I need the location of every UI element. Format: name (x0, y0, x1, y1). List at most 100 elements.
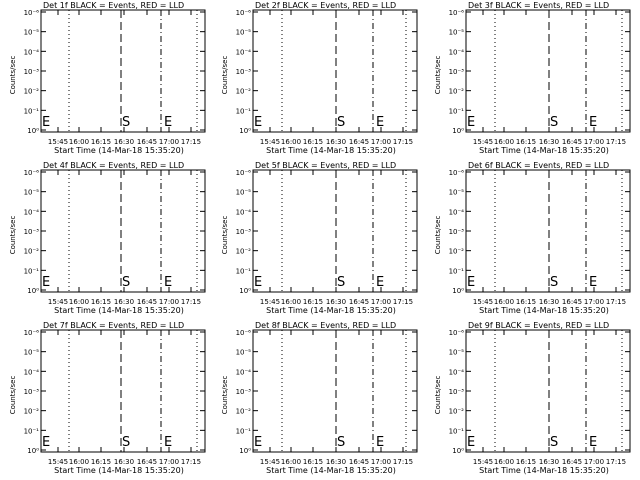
x-tick-label: 17:15 (181, 298, 201, 306)
x-tick-label: 17:15 (393, 138, 413, 146)
x-axis-label: Start Time (14-Mar-18 15:35:20) (266, 466, 396, 475)
x-tick-label: 17:00 (159, 138, 179, 146)
x-tick-label: 16:30 (539, 298, 559, 306)
x-tick-label: 16:30 (326, 298, 346, 306)
y-axis-label: Counts/sec (434, 376, 442, 415)
panel-det-4: Det 4f BLACK = Events, RED = LLD 10⁰ 10⁻¹ 1… (9, 161, 206, 315)
y-tick-label: 10⁻¹ (24, 267, 40, 275)
left-end-marker: E (42, 435, 50, 450)
panel-det-2: Det 2f BLACK = Events, RED = LLD 10⁰ 10⁻¹ 1… (221, 1, 418, 155)
x-tick-label: 15:45 (48, 138, 68, 146)
x-tick-label: 17:00 (584, 458, 604, 466)
start-marker: S (337, 275, 345, 290)
x-tick-label: 16:30 (114, 298, 134, 306)
start-marker: S (550, 435, 558, 450)
x-tick-label: 16:00 (494, 458, 514, 466)
y-tick-label: 10⁻² (236, 248, 252, 256)
y-tick-label: 10⁰ (239, 287, 251, 295)
x-tick-label: 15:45 (260, 458, 280, 466)
y-tick-label: 10⁻⁵ (24, 29, 40, 37)
end-marker: E (589, 115, 597, 130)
end-marker: E (164, 435, 172, 450)
panel-title: Det 3f BLACK = Events, RED = LLD (468, 1, 609, 10)
panel-title: Det 7f BLACK = Events, RED = LLD (43, 321, 184, 330)
y-tick-label: 10⁻³ (449, 228, 465, 236)
x-axis-label: Start Time (14-Mar-18 15:35:20) (54, 306, 184, 315)
y-tick-label: 10⁻⁶ (449, 329, 465, 337)
y-tick-label: 10⁰ (239, 447, 251, 455)
y-axis-label: Counts/sec (434, 56, 442, 95)
start-marker: S (122, 275, 130, 290)
panel-det-1: Det 1f BLACK = Events, RED = LLD 10⁰ 10⁻¹ 1… (9, 1, 206, 155)
y-tick-label: 10⁰ (27, 447, 39, 455)
x-tick-label: 17:15 (181, 458, 201, 466)
x-tick-label: 16:30 (326, 138, 346, 146)
x-tick-label: 16:15 (303, 458, 323, 466)
y-tick-label: 10⁻⁶ (24, 169, 40, 177)
y-tick-label: 10⁰ (239, 127, 251, 135)
y-tick-label: 10⁻¹ (449, 427, 465, 435)
left-end-marker: E (42, 115, 50, 130)
panel-det-9: Det 9f BLACK = Events, RED = LLD 10⁰ 10⁻¹ 1… (434, 321, 631, 475)
y-tick-label: 10⁻¹ (236, 107, 252, 115)
panel-title: Det 1f BLACK = Events, RED = LLD (43, 1, 184, 10)
x-tick-label: 16:15 (516, 138, 536, 146)
start-marker: S (122, 435, 130, 450)
y-tick-label: 10⁻³ (449, 388, 465, 396)
x-tick-label: 16:30 (326, 458, 346, 466)
x-tick-label: 16:15 (91, 138, 111, 146)
y-tick-label: 10⁻³ (236, 68, 252, 76)
plot-frame (465, 9, 631, 133)
y-axis-label: Counts/sec (434, 216, 442, 255)
y-tick-label: 10⁻⁴ (24, 368, 40, 376)
x-tick-label: 17:15 (606, 298, 626, 306)
plot-frame (465, 329, 631, 453)
y-tick-label: 10⁻⁴ (449, 208, 465, 216)
x-tick-label: 16:00 (494, 138, 514, 146)
left-end-marker: E (42, 275, 50, 290)
y-axis-label: Counts/sec (221, 216, 229, 255)
y-tick-label: 10⁻³ (236, 388, 252, 396)
y-tick-label: 10⁻² (449, 88, 465, 96)
y-tick-label: 10⁻⁵ (24, 349, 40, 357)
y-tick-label: 10⁻¹ (24, 107, 40, 115)
x-tick-label: 16:45 (349, 138, 369, 146)
left-end-marker: E (254, 115, 262, 130)
x-tick-label: 16:30 (539, 458, 559, 466)
x-axis-label: Start Time (14-Mar-18 15:35:20) (479, 146, 609, 155)
x-tick-label: 16:45 (562, 138, 582, 146)
x-axis-label: Start Time (14-Mar-18 15:35:20) (266, 306, 396, 315)
x-tick-label: 17:15 (181, 138, 201, 146)
panel-title: Det 8f BLACK = Events, RED = LLD (255, 321, 396, 330)
plot-frame (252, 329, 418, 453)
y-tick-label: 10⁻² (24, 88, 40, 96)
y-tick-label: 10⁻² (24, 408, 40, 416)
y-tick-label: 10⁻⁴ (236, 208, 252, 216)
x-tick-label: 16:45 (349, 298, 369, 306)
panel-title: Det 9f BLACK = Events, RED = LLD (468, 321, 609, 330)
y-tick-label: 10⁻² (449, 408, 465, 416)
end-marker: E (376, 115, 384, 130)
y-tick-label: 10⁻⁶ (24, 9, 40, 17)
y-tick-label: 10⁻⁶ (236, 169, 252, 177)
plot-frame (465, 169, 631, 293)
x-tick-label: 16:15 (516, 458, 536, 466)
y-tick-label: 10⁻⁶ (236, 9, 252, 17)
x-tick-label: 16:00 (281, 138, 301, 146)
y-axis-label: Counts/sec (9, 216, 17, 255)
end-marker: E (589, 275, 597, 290)
x-tick-label: 16:00 (281, 298, 301, 306)
y-tick-label: 10⁻¹ (449, 107, 465, 115)
x-tick-label: 16:00 (494, 298, 514, 306)
x-tick-label: 15:45 (473, 458, 493, 466)
x-tick-label: 16:30 (114, 458, 134, 466)
y-tick-label: 10⁻¹ (236, 267, 252, 275)
x-tick-label: 16:30 (114, 138, 134, 146)
x-tick-label: 16:45 (137, 298, 157, 306)
x-tick-label: 17:00 (371, 298, 391, 306)
x-tick-label: 16:45 (349, 458, 369, 466)
x-tick-label: 16:00 (281, 458, 301, 466)
start-marker: S (337, 115, 345, 130)
x-tick-label: 15:45 (48, 298, 68, 306)
